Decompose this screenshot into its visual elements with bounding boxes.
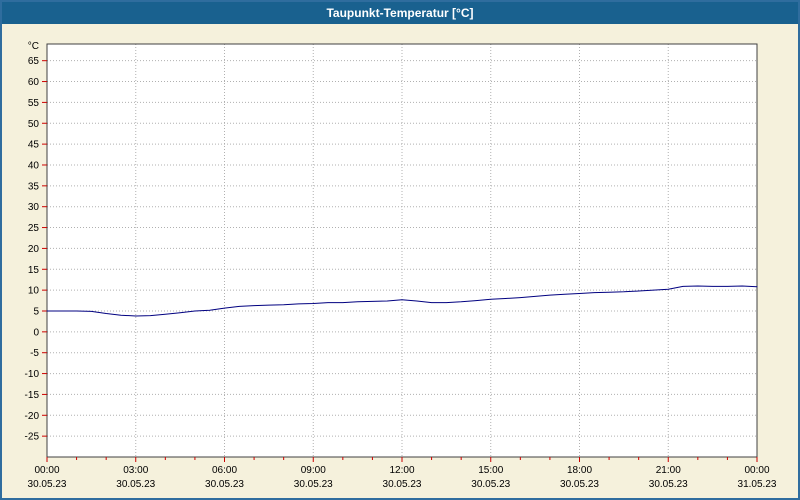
svg-text:35: 35 bbox=[28, 181, 40, 192]
svg-text:45: 45 bbox=[28, 140, 40, 151]
window-title: Taupunkt-Temperatur [°C] bbox=[326, 6, 474, 20]
svg-text:30.05.23: 30.05.23 bbox=[560, 479, 599, 490]
svg-text:-10: -10 bbox=[25, 369, 40, 380]
svg-text:30.05.23: 30.05.23 bbox=[294, 479, 333, 490]
svg-text:09:00: 09:00 bbox=[301, 465, 326, 476]
svg-text:-20: -20 bbox=[25, 411, 40, 422]
svg-text:15:00: 15:00 bbox=[478, 465, 503, 476]
svg-text:30.05.23: 30.05.23 bbox=[205, 479, 244, 490]
svg-text:21:00: 21:00 bbox=[656, 465, 681, 476]
svg-text:12:00: 12:00 bbox=[389, 465, 414, 476]
svg-text:30: 30 bbox=[28, 202, 40, 213]
svg-text:50: 50 bbox=[28, 119, 40, 130]
grid-lines bbox=[47, 44, 757, 457]
svg-text:15: 15 bbox=[28, 265, 40, 276]
svg-text:03:00: 03:00 bbox=[123, 465, 148, 476]
svg-text:30.05.23: 30.05.23 bbox=[28, 479, 67, 490]
svg-text:0: 0 bbox=[33, 327, 39, 338]
svg-text:31.05.23: 31.05.23 bbox=[738, 479, 777, 490]
svg-text:30.05.23: 30.05.23 bbox=[116, 479, 155, 490]
svg-text:-25: -25 bbox=[25, 432, 40, 443]
svg-text:18:00: 18:00 bbox=[567, 465, 592, 476]
svg-text:55: 55 bbox=[28, 98, 40, 109]
series-line bbox=[46, 285, 758, 317]
svg-text:-5: -5 bbox=[30, 348, 39, 359]
titlebar: Taupunkt-Temperatur [°C] bbox=[2, 2, 798, 24]
y-axis-unit: °C bbox=[28, 41, 39, 52]
svg-text:00:00: 00:00 bbox=[744, 465, 769, 476]
svg-text:30.05.23: 30.05.23 bbox=[649, 479, 688, 490]
svg-text:06:00: 06:00 bbox=[212, 465, 237, 476]
svg-text:-15: -15 bbox=[25, 390, 40, 401]
axis-ticks bbox=[42, 60, 758, 462]
svg-text:20: 20 bbox=[28, 244, 40, 255]
svg-text:60: 60 bbox=[28, 77, 40, 88]
svg-text:10: 10 bbox=[28, 286, 40, 297]
svg-text:30.05.23: 30.05.23 bbox=[471, 479, 510, 490]
x-axis-labels: 00:00 30.05.23 03:00 30.05.23 06:00 30.05.23 0… bbox=[28, 465, 777, 490]
svg-text:65: 65 bbox=[28, 56, 40, 67]
svg-text:25: 25 bbox=[28, 223, 40, 234]
plot-area bbox=[47, 44, 757, 457]
svg-text:00:00: 00:00 bbox=[34, 465, 59, 476]
svg-text:30.05.23: 30.05.23 bbox=[383, 479, 422, 490]
svg-text:5: 5 bbox=[33, 306, 39, 317]
svg-text:40: 40 bbox=[28, 160, 40, 171]
